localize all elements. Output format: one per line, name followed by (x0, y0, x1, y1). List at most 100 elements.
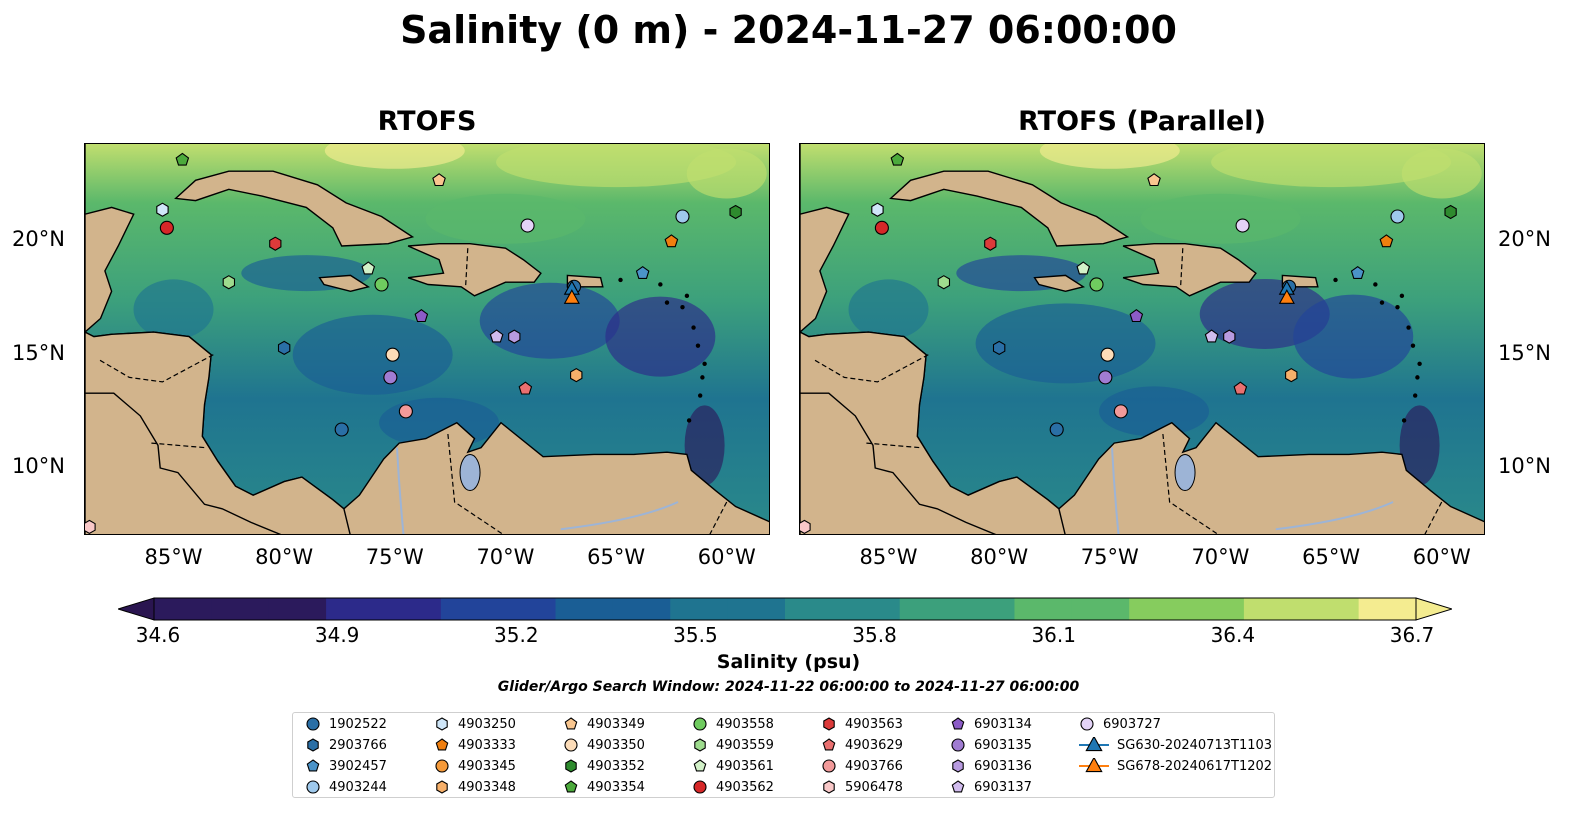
obs-marker-4903766 (1113, 404, 1128, 419)
obs-marker-6903727 (520, 218, 535, 233)
legend-marker-pentagon (306, 759, 320, 772)
island-jamaica (1033, 274, 1086, 293)
colorbar-segment (727, 598, 786, 620)
small-island (618, 277, 623, 283)
legend-label: 4903354 (587, 779, 645, 795)
obs-marker-4903350 (385, 347, 400, 362)
small-island (658, 282, 663, 287)
legend-label: SG630-20240713T1103 (1117, 737, 1273, 753)
lon-tick-label: 85°W (144, 545, 203, 569)
obs-marker-3902457 (1350, 266, 1365, 279)
colorbar-segment (1014, 598, 1073, 620)
legend-item: SG630-20240713T1103 (1079, 737, 1272, 753)
small-island (1406, 325, 1411, 330)
small-island (686, 418, 692, 423)
legend-label: 6903136 (974, 758, 1032, 774)
legend-item: 4903766 (821, 758, 903, 774)
legend-label: 4903352 (587, 758, 645, 774)
legend-marker-hexagon (694, 738, 706, 752)
country-border (1162, 433, 1219, 534)
colorbar-segment (957, 598, 1015, 620)
lon-tick-label: 85°W (859, 545, 918, 569)
salinity-anomaly (1099, 386, 1210, 437)
legend-marker (951, 738, 965, 752)
legend-label: 4903558 (716, 716, 774, 732)
colorbar-segment (1301, 598, 1360, 620)
obs-marker-6903137 (1204, 329, 1219, 343)
obs-marker-6903727 (1235, 218, 1250, 233)
island-hispaniola (1122, 242, 1257, 297)
legend-item: 4903561 (692, 758, 774, 774)
colorbar-segment (1358, 598, 1417, 620)
legend-item: 4903354 (563, 779, 645, 795)
country-border (866, 442, 920, 449)
legend-marker-hexagon (565, 759, 577, 773)
legend-item: 4903563 (821, 716, 903, 732)
small-island (702, 361, 707, 366)
legend-label: 4903350 (587, 737, 645, 753)
island-cuba (174, 170, 415, 247)
colorbar-segment (612, 598, 671, 620)
colorbar-segment (785, 598, 843, 620)
legend-marker (822, 738, 836, 751)
small-island (664, 300, 670, 305)
salinity-anomaly (684, 405, 725, 486)
legend-marker-triangle (1079, 758, 1109, 773)
legend-label: 4903333 (458, 737, 516, 753)
legend-item: 4903333 (434, 737, 516, 753)
obs-marker-4903352 (729, 204, 742, 220)
legend-marker-hexagon (436, 780, 448, 794)
colorbar-segment (555, 598, 614, 620)
small-island (691, 325, 696, 330)
legend-item: 4903345 (434, 758, 516, 774)
legend-marker (693, 780, 707, 794)
legend-marker (436, 717, 448, 731)
country-border (709, 501, 728, 534)
legend-marker-hexagon (436, 717, 448, 731)
obs-marker-4903244 (1390, 209, 1405, 224)
colorbar-segment (154, 598, 212, 620)
legend-marker-pentagon (564, 780, 578, 793)
legend-marker-pentagon (951, 717, 965, 730)
legend-marker (952, 759, 964, 773)
map-rtofs-parallel (799, 143, 1485, 535)
legend-label: 4903250 (458, 716, 516, 732)
country-border (1180, 248, 1184, 287)
legend-marker (565, 759, 577, 773)
legend-label: 2903766 (329, 737, 387, 753)
legend-label: 5906478 (845, 779, 903, 795)
legend-marker (951, 780, 965, 793)
legend-label: 4903629 (845, 737, 903, 753)
colorbar-label: Salinity (psu) (716, 651, 861, 673)
colorbar-frame (153, 597, 1417, 621)
colorbar-tick-label: 36.1 (1031, 623, 1076, 647)
obs-marker-6903135 (1098, 370, 1113, 385)
country-border (812, 354, 929, 383)
obs-marker-1902522 (334, 422, 349, 437)
panel-title-rtofs-parallel: RTOFS (Parallel) (1018, 106, 1266, 137)
legend-label: 4903244 (329, 779, 387, 795)
obs-marker-5906478 (800, 519, 811, 534)
legend-item: 1902522 (305, 716, 387, 732)
legend-marker (694, 738, 706, 752)
country-border (97, 354, 214, 383)
obs-marker-3902457 (635, 266, 650, 279)
obs-marker-4903629 (1233, 381, 1248, 395)
colorbar-segment (899, 598, 958, 620)
salinity-anomaly (425, 193, 586, 244)
salinity-anomaly (496, 144, 737, 188)
legend-item: 6903135 (950, 737, 1032, 753)
salinity-anomaly (1039, 144, 1180, 169)
obs-marker-6903137 (489, 329, 504, 343)
legend-marker-circle (435, 759, 449, 773)
legend-marker (1085, 737, 1103, 752)
legend-marker-circle (822, 759, 836, 773)
colorbar-segment (498, 598, 557, 620)
small-island (1417, 361, 1422, 366)
legend-marker-pentagon (564, 717, 578, 730)
small-island (680, 304, 685, 310)
legend-marker-circle (693, 780, 707, 794)
obs-marker-4903349 (1147, 173, 1161, 187)
obs-marker-4903561 (1076, 261, 1091, 275)
lon-tick-label: 70°W (476, 545, 535, 569)
